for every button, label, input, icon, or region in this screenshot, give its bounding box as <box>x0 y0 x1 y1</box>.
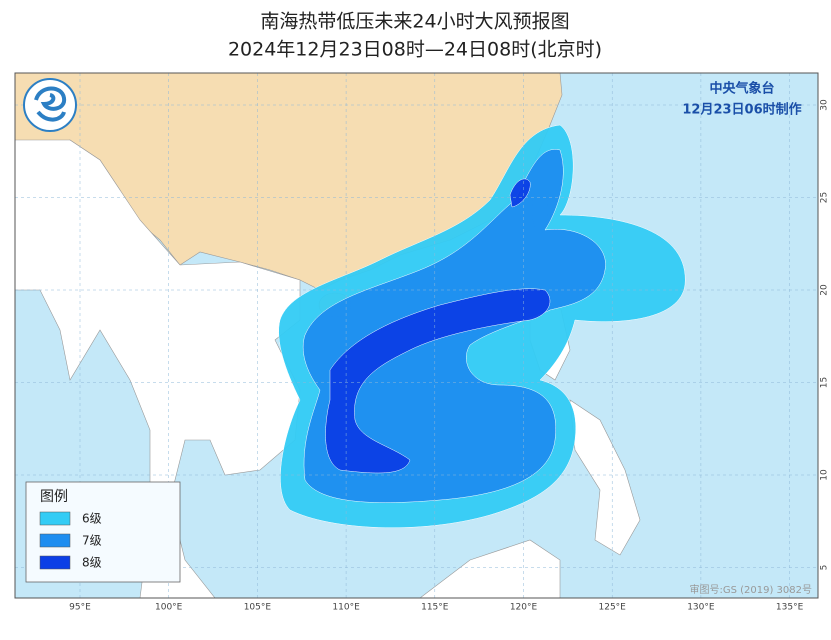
longitude-label: 115°E <box>421 603 449 613</box>
longitude-label: 95°E <box>69 603 91 613</box>
longitude-label: 125°E <box>599 603 627 613</box>
latitude-label: 20 <box>820 284 830 296</box>
subtitle: 2024年12月23日08时—24日08时(北京时) <box>228 39 602 61</box>
longitude-label: 100°E <box>155 603 183 613</box>
agency-name: 中央气象台 <box>709 81 774 97</box>
wind-zones <box>278 124 686 528</box>
legend-label: 8级 <box>82 556 102 570</box>
legend-swatch <box>39 533 71 548</box>
longitude-label: 110°E <box>332 603 360 613</box>
longitude-label: 105°E <box>244 603 272 613</box>
issue-time: 12月23日06时制作 <box>682 102 801 118</box>
wind-zone <box>325 288 551 474</box>
legend-title: 图例 <box>40 489 68 505</box>
longitude-label: 120°E <box>510 603 538 613</box>
longitude-label: 135°E <box>776 603 804 613</box>
logo <box>23 78 77 132</box>
latitude-label: 10 <box>820 469 830 481</box>
latitude-labels: 30 25 20 15 10 5 <box>820 99 830 570</box>
legend-label: 7级 <box>82 534 102 548</box>
legend-swatch <box>39 511 71 526</box>
latitude-label: 30 <box>820 99 830 111</box>
wind-zone <box>509 178 531 208</box>
legend: 图例 6级 7级 8级 <box>25 481 181 583</box>
southeast-asia-land <box>15 139 301 598</box>
borneo <box>419 539 561 598</box>
legend-label: 6级 <box>82 512 102 526</box>
map: 中央气象台 12月23日06时制作 审图号:GS (2019) 3082号 <box>14 72 819 599</box>
approval-number: 审图号:GS (2019) 3082号 <box>689 583 812 596</box>
legend-swatch <box>39 555 71 570</box>
longitude-labels: 95°E 100°E 105°E 110°E 115°E 120°E 125°E 130°E 1… <box>69 603 803 613</box>
longitude-label: 130°E <box>687 603 715 613</box>
latitude-label: 15 <box>820 377 830 388</box>
latitude-label: 25 <box>820 192 830 203</box>
title: 南海热带低压未来24小时大风预报图 <box>260 11 569 33</box>
latitude-label: 5 <box>820 565 830 571</box>
map-frame <box>14 72 819 599</box>
